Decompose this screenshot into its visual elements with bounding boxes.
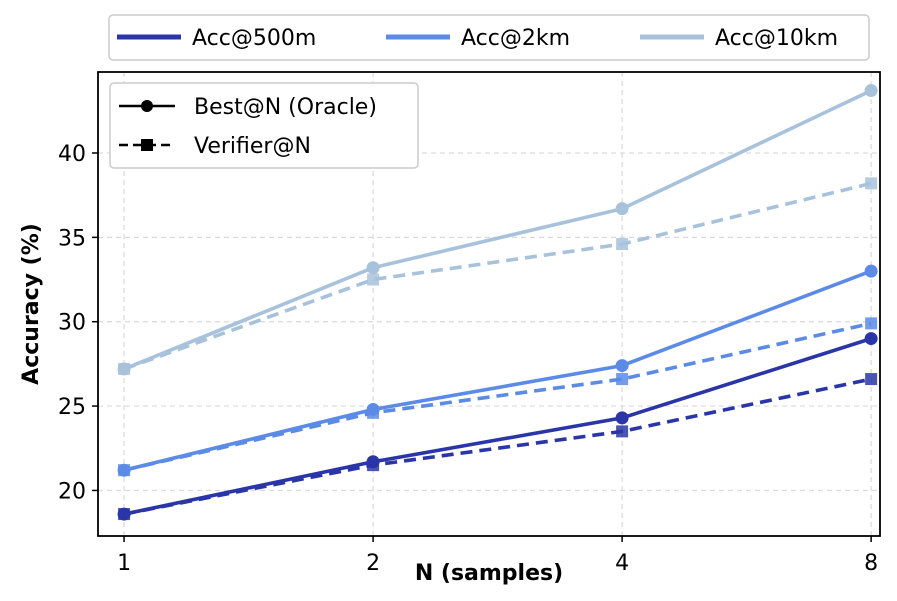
legend-label-best: Best@N (Oracle): [194, 95, 377, 120]
legend-label-verifier: Verifier@N: [194, 134, 311, 159]
y-tick-label: 40: [58, 142, 86, 167]
y-tick-label: 25: [58, 395, 86, 420]
series-line-acc-2km-verifier-n: [123, 321, 872, 472]
data-point-acc-10km-verifier-n: [865, 177, 878, 190]
legend-label-acc10k: Acc@10km: [715, 26, 838, 51]
data-point-acc-500m-best-n-oracle: [864, 332, 878, 346]
data-point-acc-10km-best-n-oracle: [615, 202, 629, 216]
data-point-acc-10km-best-n-oracle: [117, 362, 131, 376]
series-line-acc-2km-best-n-oracle: [123, 269, 872, 472]
legend-label-acc500: Acc@500m: [192, 26, 316, 51]
data-point-acc-500m-best-n-oracle: [615, 411, 629, 425]
data-point-acc-2km-verifier-n: [865, 317, 878, 330]
data-point-acc-2km-best-n-oracle: [615, 359, 629, 373]
series-layer: [117, 84, 878, 521]
data-point-acc-10km-verifier-n: [367, 273, 380, 286]
data-point-acc-500m-verifier-n: [616, 425, 629, 438]
series-line-acc-10km-best-n-oracle: [123, 88, 872, 371]
method-legend-frame: [109, 82, 419, 169]
series-line-acc-500m-verifier-n: [123, 377, 872, 516]
y-axis-label: Accuracy (%): [19, 223, 44, 385]
x-tick-label: 2: [366, 551, 380, 576]
method-legend: Best@N (Oracle) Verifier@N: [109, 82, 419, 169]
data-point-acc-2km-best-n-oracle: [366, 402, 380, 416]
data-point-acc-500m-best-n-oracle: [366, 455, 380, 469]
data-point-acc-10km-best-n-oracle: [366, 261, 380, 275]
x-tick-label: 4: [615, 551, 629, 576]
data-point-acc-2km-best-n-oracle: [117, 463, 131, 477]
metric-legend-frame: [108, 14, 870, 61]
x-tick-label: 8: [864, 551, 878, 576]
x-axis-label: N (samples): [415, 561, 563, 586]
data-point-acc-500m-best-n-oracle: [117, 507, 131, 521]
legend-label-acc2k: Acc@2km: [461, 26, 570, 51]
data-point-acc-10km-verifier-n: [616, 238, 629, 251]
series-line-acc-10km-verifier-n: [123, 181, 872, 371]
legend-marker-best: [141, 100, 153, 112]
plot-frame: [97, 71, 881, 537]
legend-marker-verifier: [141, 139, 153, 151]
y-tick-label: 20: [58, 479, 86, 504]
y-tick-label: 35: [58, 226, 86, 251]
data-point-acc-10km-best-n-oracle: [864, 84, 878, 98]
y-tick-label: 30: [58, 311, 86, 336]
data-point-acc-2km-best-n-oracle: [864, 264, 878, 278]
x-tick-label: 1: [117, 551, 131, 576]
axis-ticks: 1 2 4 8 20 25 30 35 40: [58, 142, 878, 576]
data-point-acc-500m-verifier-n: [865, 373, 878, 386]
metric-legend: Acc@500m Acc@2km Acc@10km: [108, 14, 870, 61]
series-line-acc-500m-best-n-oracle: [123, 336, 872, 516]
data-point-acc-2km-verifier-n: [616, 373, 629, 386]
